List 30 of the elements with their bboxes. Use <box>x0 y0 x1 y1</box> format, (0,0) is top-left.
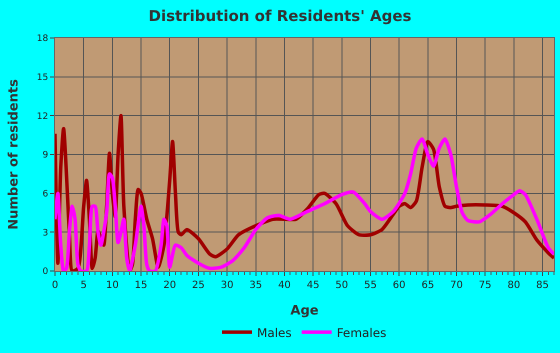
x-tick-label: 80 <box>507 280 520 291</box>
y-axis-title: Number of residents <box>6 78 22 230</box>
y-tick-label: 6 <box>42 189 48 200</box>
x-tick-label: 25 <box>192 280 205 291</box>
chart-title: Distribution of Residents' Ages <box>148 7 412 26</box>
x-tick-label: 70 <box>450 280 463 291</box>
x-tick-label: 45 <box>306 280 320 291</box>
x-tick-label: 65 <box>421 280 434 291</box>
x-axis-title: Age <box>290 304 319 319</box>
y-tick-label: 3 <box>42 228 48 238</box>
x-tick-label: 0 <box>52 280 58 291</box>
x-tick-label: 50 <box>335 280 348 291</box>
y-tick-label: 0 <box>42 267 48 278</box>
x-tick-label: 10 <box>106 280 119 291</box>
y-tick-label: 18 <box>36 34 48 44</box>
x-tick-label: 15 <box>134 280 148 291</box>
y-tick-label: 12 <box>36 112 48 122</box>
x-tick-label: 30 <box>220 280 234 291</box>
x-tick-label: 60 <box>392 280 406 291</box>
legend-label: Females <box>336 326 386 340</box>
x-tick-label: 35 <box>249 280 262 291</box>
x-tick-label: 85 <box>536 280 549 291</box>
y-tick-label: 15 <box>36 72 48 83</box>
x-tick-label: 40 <box>278 280 291 291</box>
x-tick-label: 55 <box>364 280 377 291</box>
x-tick-label: 5 <box>80 280 87 291</box>
x-tick-label: 75 <box>478 280 492 291</box>
legend-label: Males <box>257 326 292 340</box>
x-tick-label: 20 <box>163 280 176 291</box>
y-tick-label: 9 <box>42 150 48 161</box>
